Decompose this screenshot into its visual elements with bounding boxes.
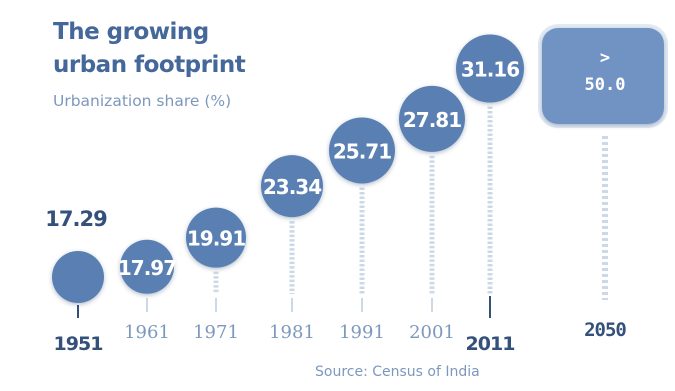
value-label: 31.16 — [461, 58, 519, 82]
year-label: 2011 — [466, 333, 515, 355]
value-label: 50.0 — [585, 75, 626, 95]
value-label: 23.34 — [263, 175, 321, 199]
bubble — [186, 207, 246, 268]
year-label: 2001 — [409, 322, 455, 343]
bubble — [399, 85, 465, 152]
subtitle: Urbanization share (%) — [53, 92, 232, 110]
value-label: 25.71 — [333, 139, 391, 163]
bubble — [120, 239, 174, 294]
year-label: 1951 — [54, 333, 103, 355]
bubble — [52, 251, 104, 303]
year-label: 1971 — [193, 322, 239, 343]
source-note: Source: Census of India — [315, 364, 480, 380]
value-label: 17.29 — [45, 207, 107, 231]
bubble — [261, 155, 323, 218]
year-label: 2050 — [584, 319, 626, 341]
title-line-2: urban footprint — [53, 52, 246, 78]
year-label: 1991 — [339, 322, 385, 343]
projection-box — [542, 28, 664, 124]
value-label: 19.91 — [187, 227, 245, 251]
value-label: > — [600, 48, 610, 68]
year-label: 1981 — [269, 322, 315, 343]
value-label: 27.81 — [403, 108, 461, 132]
title-line-1: The growing — [53, 19, 209, 45]
value-label: 17.97 — [118, 256, 176, 280]
bubble — [329, 117, 395, 184]
bubble — [456, 34, 524, 103]
year-label: 1961 — [124, 322, 170, 343]
